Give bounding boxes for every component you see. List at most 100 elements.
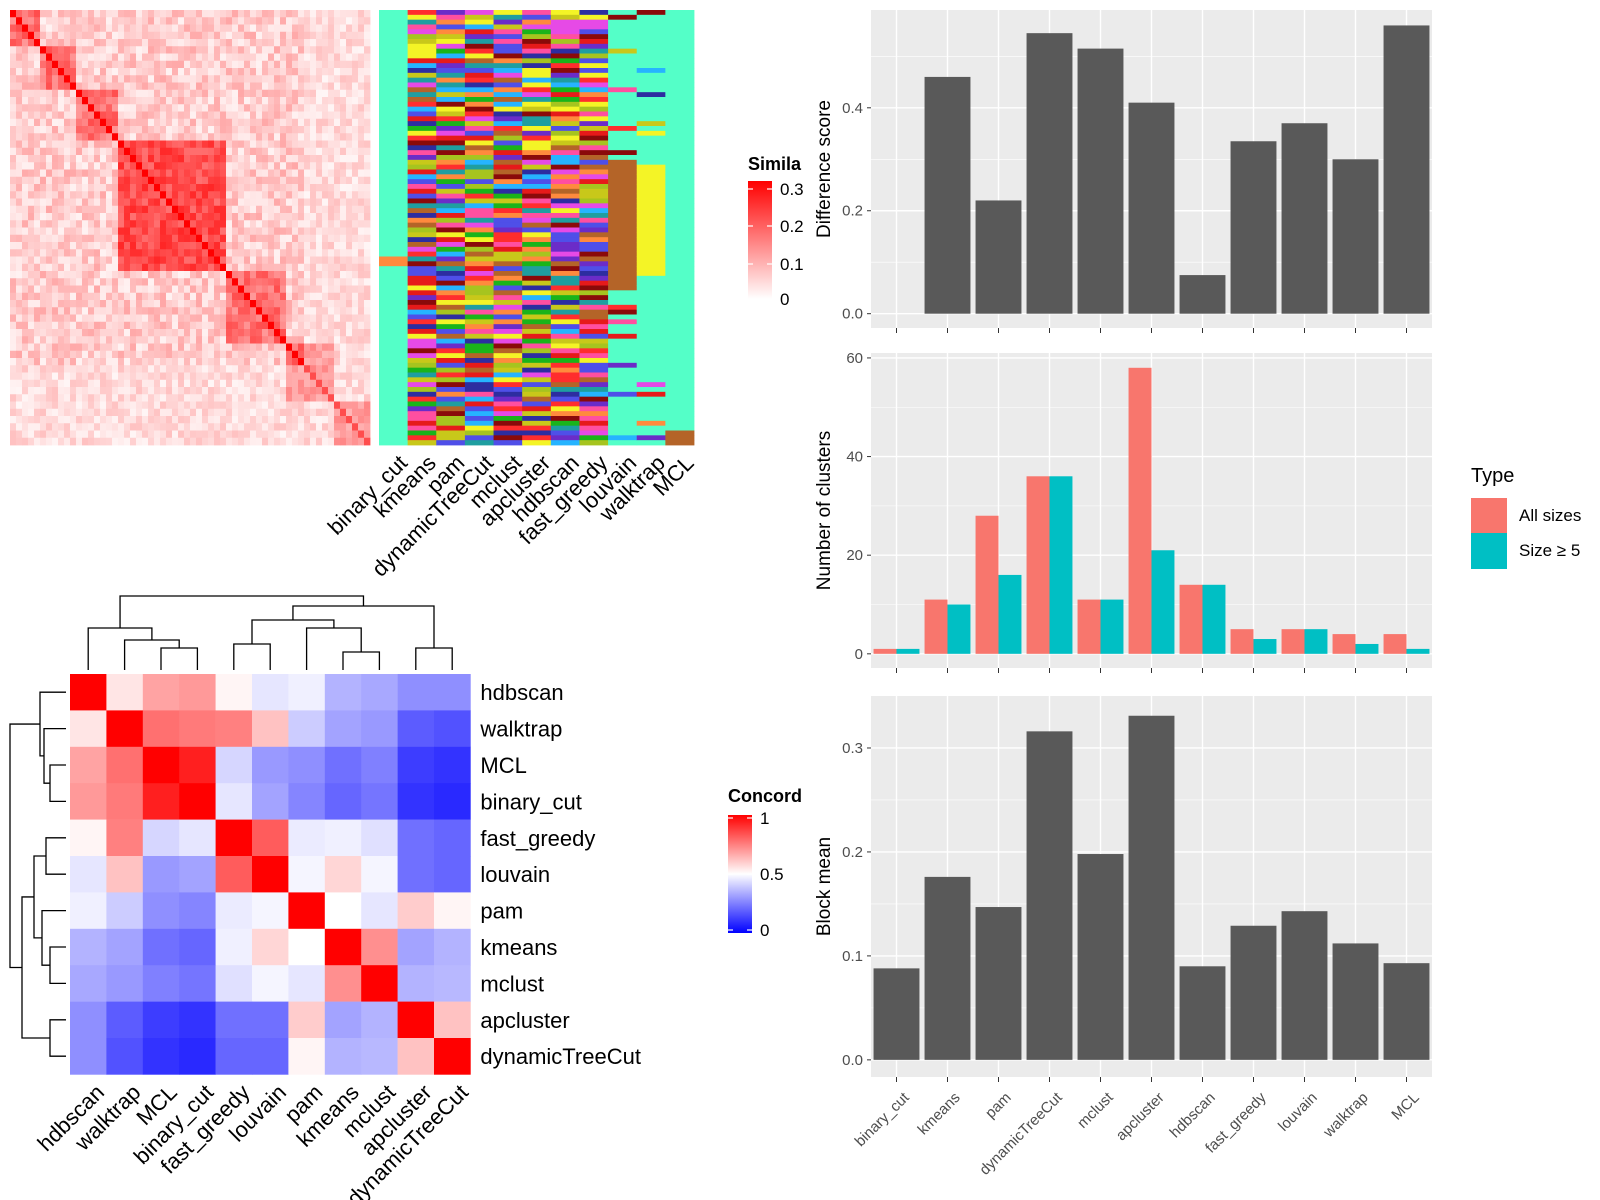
concordance-cell: [397, 856, 435, 893]
similarity-cell: [64, 31, 71, 40]
label-cell: [636, 396, 666, 402]
similarity-cell: [208, 213, 215, 221]
label-cell: [464, 435, 494, 441]
similarity-cell: [238, 176, 245, 185]
similarity-cell: [28, 82, 35, 91]
similarity-cell: [112, 314, 119, 323]
similarity-cell: [82, 408, 89, 417]
concordance-cell: [179, 746, 216, 784]
similarity-cell: [238, 75, 245, 83]
similarity-cell: [196, 242, 203, 250]
similarity-cell: [58, 416, 65, 424]
similarity-cell: [292, 126, 299, 134]
similarity-cell: [166, 17, 173, 25]
bar: [1230, 925, 1277, 1060]
similarity-cell: [268, 307, 275, 315]
similarity-cell: [148, 437, 155, 446]
label-cell: [665, 82, 695, 88]
label-cell: [550, 338, 580, 344]
similarity-cell: [184, 401, 191, 410]
similarity-cell: [220, 329, 227, 337]
label-cell: [522, 319, 552, 325]
similarity-cell: [316, 46, 323, 54]
label-cell: [608, 87, 638, 93]
similarity-cell: [262, 176, 269, 185]
similarity-cell: [10, 68, 17, 76]
similarity-cell: [136, 220, 143, 228]
similarity-cell: [244, 387, 251, 395]
similarity-cell: [298, 205, 305, 214]
similarity-cell: [298, 423, 305, 431]
label-cell: [436, 353, 466, 359]
similarity-cell: [106, 184, 113, 192]
similarity-cell: [136, 46, 143, 54]
similarity-cell: [112, 89, 119, 98]
similarity-cell: [178, 256, 185, 265]
label-cell: [579, 184, 609, 190]
similarity-cell: [280, 191, 287, 199]
similarity-cell: [220, 350, 227, 359]
similarity-cell: [268, 365, 275, 373]
similarity-cell: [40, 343, 47, 352]
similarity-cell: [244, 292, 251, 301]
similarity-cell: [208, 430, 215, 439]
similarity-cell: [160, 249, 167, 257]
label-cell: [379, 68, 409, 74]
similarity-cell: [298, 97, 305, 105]
label-cell: [550, 416, 580, 422]
label-cell: [579, 179, 609, 185]
similarity-cell: [280, 300, 287, 308]
similarity-cell: [118, 176, 125, 185]
similarity-cell: [118, 126, 125, 134]
similarity-cell: [256, 401, 263, 410]
similarity-cell: [160, 162, 167, 170]
similarity-cell: [28, 387, 35, 395]
similarity-cell: [88, 401, 95, 410]
similarity-cell: [52, 31, 59, 40]
similarity-cell: [46, 75, 53, 83]
similarity-cell: [148, 24, 155, 33]
similarity-cell: [46, 17, 53, 25]
similarity-cell: [358, 242, 365, 250]
similarity-cell: [88, 365, 95, 373]
similarity-cell: [16, 416, 23, 424]
label-cell: [464, 126, 494, 132]
similarity-cell: [340, 39, 347, 47]
similarity-cell: [328, 430, 335, 439]
label-cell: [493, 58, 523, 64]
similarity-cell: [154, 263, 161, 272]
similarity-cell: [202, 242, 209, 250]
similarity-cell: [34, 423, 41, 431]
similarity-cell: [352, 89, 359, 98]
concordance-cell: [252, 819, 289, 857]
similarity-cell: [82, 394, 89, 402]
concordance-cell: [215, 783, 253, 820]
similarity-cell: [154, 191, 161, 199]
label-cell: [493, 295, 523, 301]
concordance-row-label: fast_greedy: [480, 826, 595, 851]
similarity-cell: [238, 111, 245, 120]
similarity-cell: [58, 249, 65, 257]
label-cell: [665, 232, 695, 238]
similarity-cell: [88, 60, 95, 69]
similarity-cell: [70, 263, 77, 272]
similarity-cell: [256, 82, 263, 91]
label-cell: [579, 387, 609, 393]
similarity-cell: [226, 17, 233, 25]
similarity-cell: [262, 227, 269, 236]
similarity-cell: [52, 118, 59, 127]
similarity-cell: [352, 358, 359, 366]
similarity-cell: [244, 321, 251, 330]
similarity-cell: [64, 89, 71, 98]
similarity-cell: [136, 191, 143, 199]
similarity-cell: [94, 205, 101, 214]
similarity-cell: [286, 234, 293, 243]
similarity-cell: [214, 111, 221, 120]
similarity-cell: [34, 307, 41, 315]
similarity-cell: [232, 53, 239, 62]
label-cell: [665, 63, 695, 69]
similarity-cell: [286, 387, 293, 395]
similarity-cell: [244, 213, 251, 221]
similarity-cell: [106, 256, 113, 265]
similarity-cell: [274, 358, 281, 366]
